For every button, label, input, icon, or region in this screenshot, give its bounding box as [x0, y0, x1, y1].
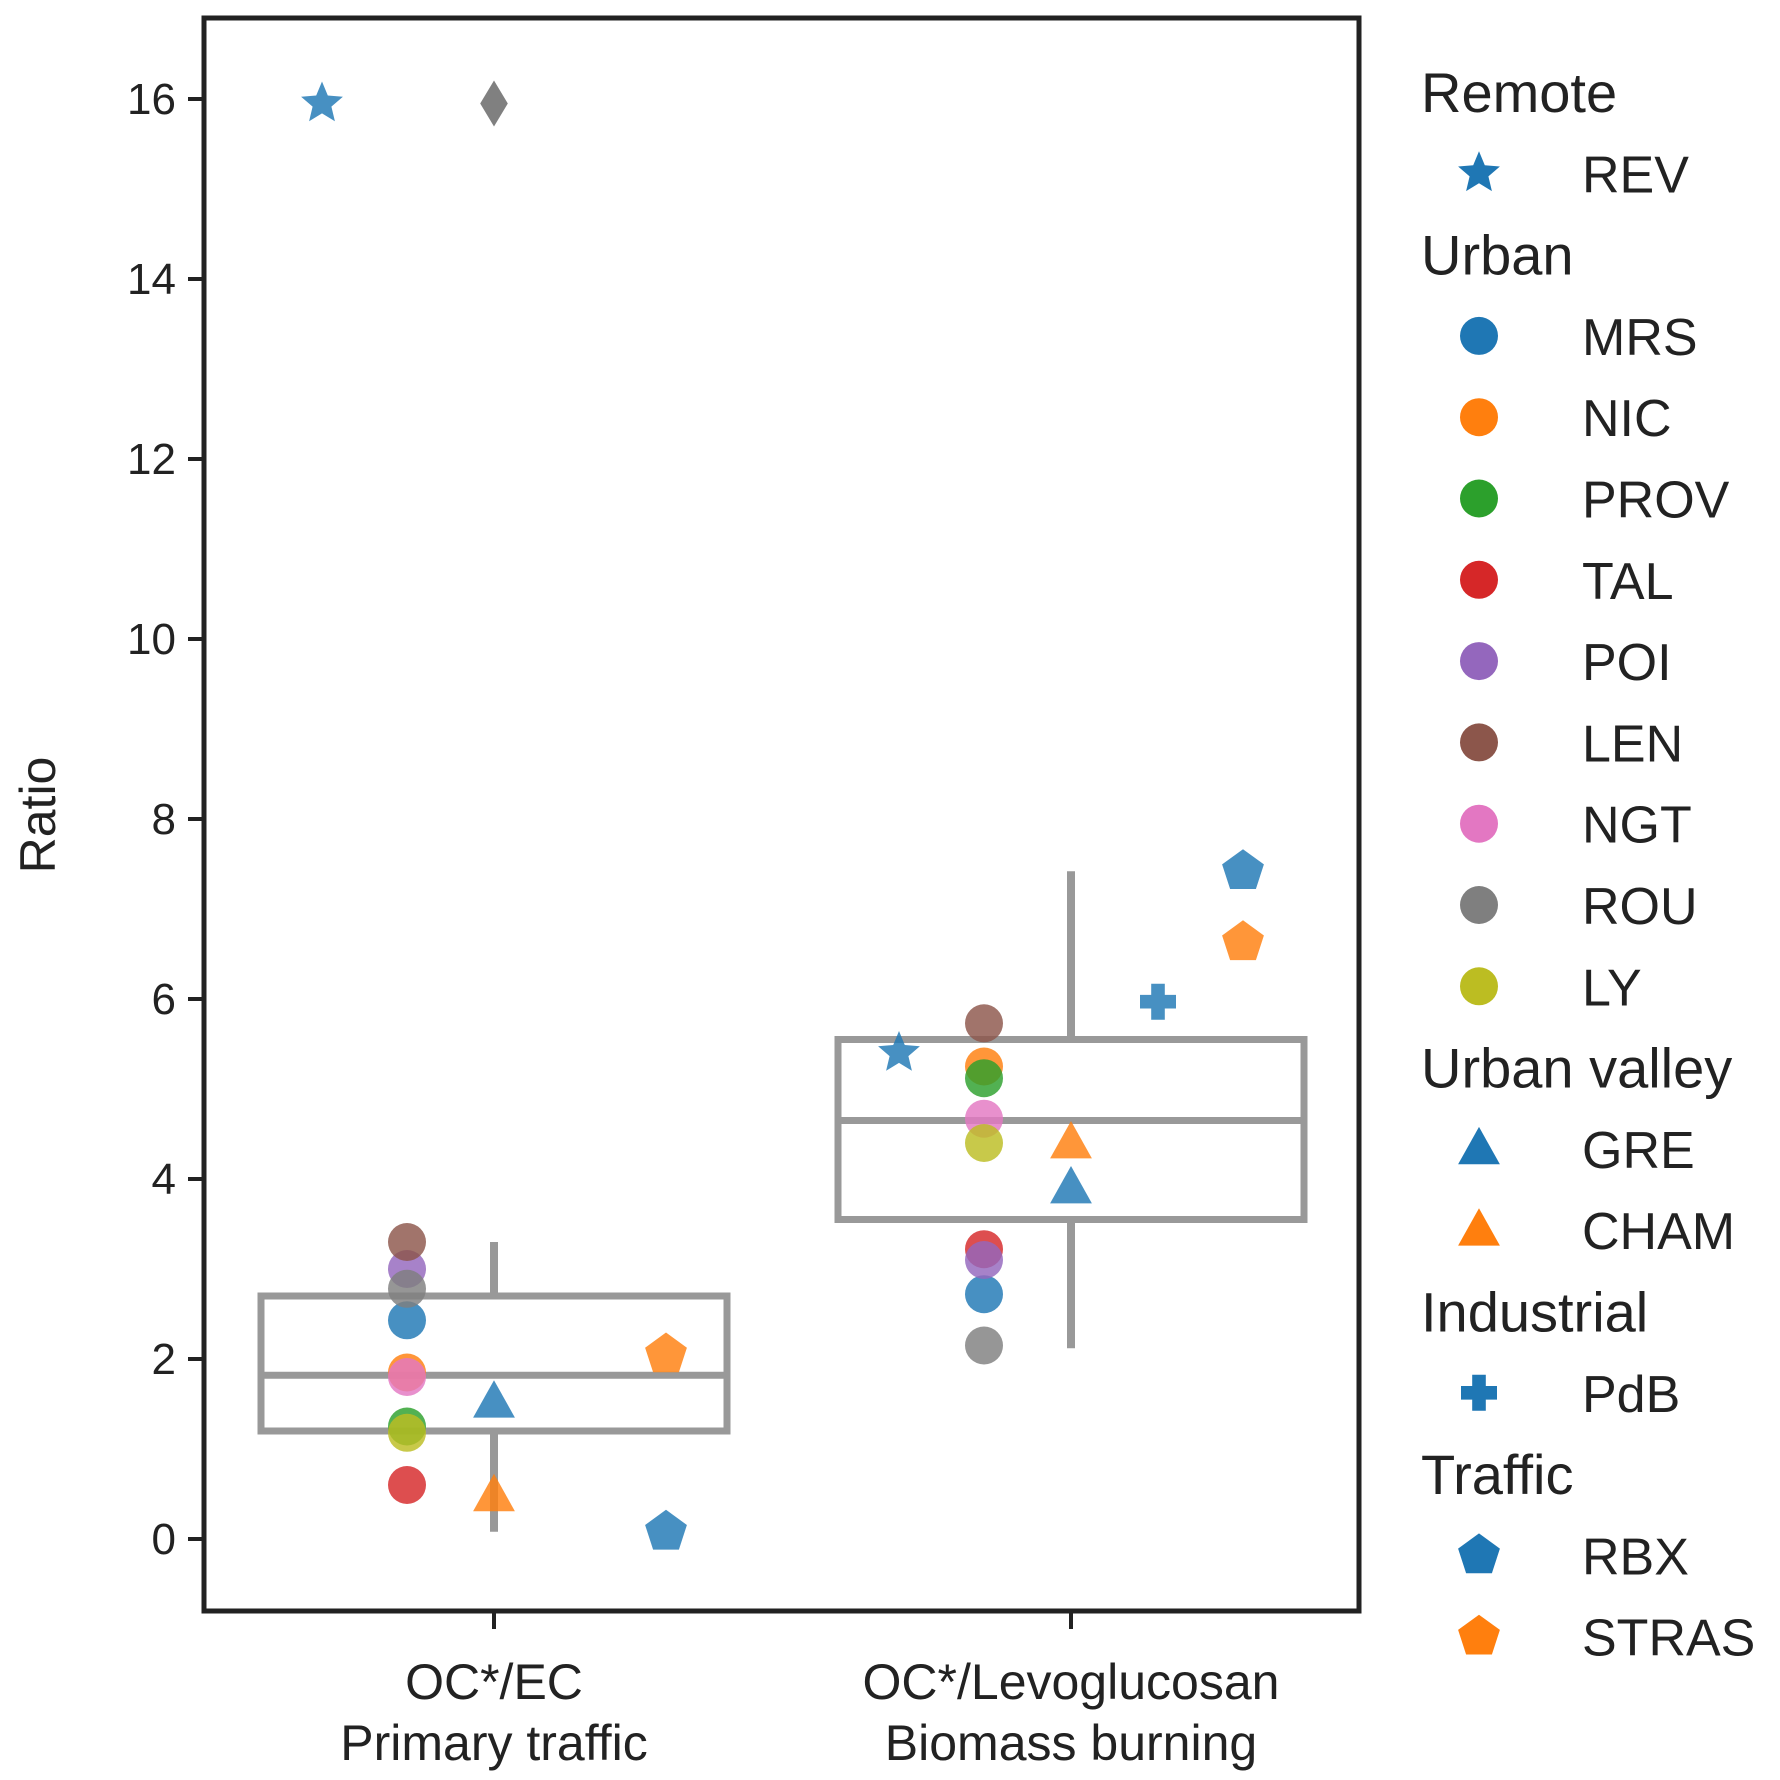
y-tick-label: 6	[152, 975, 176, 1024]
legend-label: NGT	[1582, 797, 1692, 855]
plot-frame	[201, 15, 1362, 1614]
legend-group-title: Urban valley	[1421, 1037, 1732, 1100]
x-tick-label-line1: OC*/Levoglucosan	[863, 1654, 1280, 1710]
point-prov	[965, 1059, 1003, 1098]
point-len	[965, 1004, 1003, 1043]
y-tick-label: 0	[152, 1515, 176, 1564]
x-tick-label-line2: Biomass burning	[885, 1715, 1257, 1771]
legend-marker-ngt	[1460, 804, 1498, 843]
point-ngt	[388, 1358, 426, 1396]
legend-label: POI	[1582, 634, 1672, 692]
point-len	[388, 1223, 426, 1261]
point-rev	[878, 1031, 920, 1071]
point-stras	[1222, 920, 1264, 961]
point-rev	[301, 81, 343, 122]
legend-marker-nic	[1460, 398, 1498, 437]
legend-group-title: Remote	[1421, 61, 1617, 124]
y-tick-label: 4	[152, 1155, 176, 1204]
boxplot-2	[834, 871, 1308, 1349]
y-tick-label: 14	[127, 255, 176, 304]
legend-label: CHAM	[1582, 1203, 1735, 1261]
y-tick-label: 12	[127, 435, 176, 484]
legend-marker-mrs	[1460, 316, 1498, 355]
y-tick-label: 2	[152, 1335, 176, 1384]
y-axis: 0 2 4 6 8 10 12 14 16	[127, 75, 204, 1564]
x-tick-label-line2: Primary traffic	[340, 1715, 647, 1771]
y-tick-label: 8	[152, 795, 176, 844]
point-ly	[965, 1124, 1003, 1162]
legend-label: TAL	[1582, 553, 1674, 611]
y-axis-label: Ratio	[10, 757, 66, 874]
legend-marker-len	[1460, 723, 1498, 762]
legend-label: REV	[1582, 146, 1689, 204]
point-pdb	[1140, 983, 1176, 1020]
legend-label: MRS	[1582, 309, 1698, 367]
y-tick-label: 10	[127, 615, 176, 664]
point-tal	[388, 1466, 426, 1504]
boxplot-box	[257, 1292, 731, 1435]
legend-group-title: Industrial	[1421, 1281, 1648, 1344]
point-gre	[1050, 1166, 1092, 1204]
point-rou	[388, 1269, 426, 1308]
boxplot-1	[257, 80, 731, 1532]
legend-label: ROU	[1582, 878, 1698, 936]
legend-marker-rou	[1460, 886, 1498, 924]
point-cham	[473, 1473, 515, 1512]
legend-marker-poi	[1460, 642, 1498, 681]
point-cham	[1050, 1121, 1092, 1159]
legend-marker-stras	[1458, 1614, 1500, 1655]
legend-marker-pdb	[1461, 1374, 1497, 1411]
point-mrs	[388, 1301, 426, 1340]
point-poi	[965, 1241, 1003, 1279]
legend-label: RBX	[1582, 1528, 1689, 1586]
legend-marker-tal	[1460, 560, 1498, 599]
point-mrs	[965, 1275, 1003, 1314]
x-tick-label-line1: OC*/EC	[405, 1654, 583, 1710]
legend-label: PROV	[1582, 472, 1730, 530]
y-tick-label: 16	[127, 75, 176, 124]
legend-group-title: Traffic	[1421, 1443, 1573, 1506]
legend-label: PdB	[1582, 1366, 1680, 1424]
legend-marker-gre	[1458, 1126, 1500, 1165]
legend-marker-rbx	[1458, 1533, 1500, 1574]
point-stras	[645, 1332, 687, 1373]
legend-marker-prov	[1460, 479, 1498, 518]
point-rou	[965, 1326, 1003, 1365]
legend-marker-rev	[1458, 151, 1500, 192]
boxplot-layer	[257, 80, 1308, 1532]
legend-label: LY	[1582, 959, 1642, 1017]
legend-label: STRAS	[1582, 1610, 1755, 1668]
legend-group-title: Urban	[1421, 224, 1574, 287]
point-rbx	[1222, 849, 1264, 889]
legend-label: GRE	[1582, 1122, 1695, 1180]
legend-label: NIC	[1582, 390, 1672, 448]
point-gre	[473, 1380, 515, 1418]
legend-marker-ly	[1460, 967, 1498, 1006]
boxplot-outlier	[480, 80, 508, 127]
legend-marker-cham	[1458, 1208, 1500, 1246]
point-rbx	[645, 1509, 687, 1550]
legend-label: LEN	[1582, 715, 1683, 773]
points-layer	[301, 81, 1264, 1550]
point-ly	[388, 1413, 426, 1452]
